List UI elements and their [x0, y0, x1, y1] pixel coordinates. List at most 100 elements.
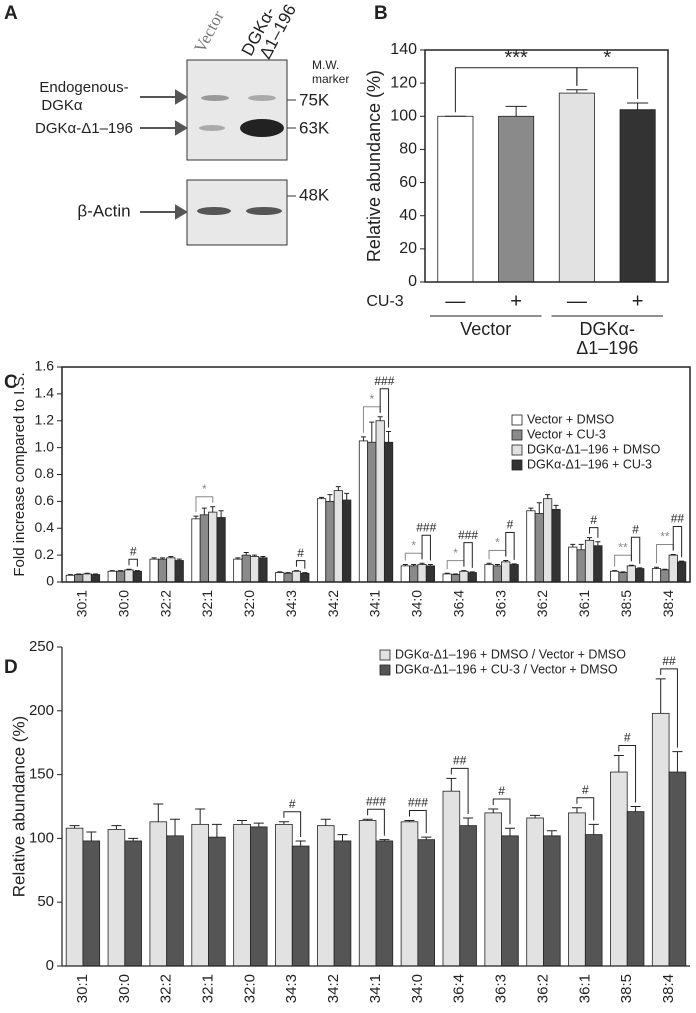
- bar: [619, 109, 656, 283]
- y-axis-label: Relative abundance (%): [364, 70, 384, 262]
- marker-label: 75K: [299, 90, 330, 109]
- bar: [107, 829, 126, 967]
- significance-bracket: [421, 534, 431, 561]
- x-tick-label: 30:1: [74, 974, 91, 1003]
- error-bar: [295, 840, 306, 847]
- panel-label: D: [4, 657, 18, 678]
- significance-bracket: [672, 525, 683, 558]
- bar: [107, 570, 117, 583]
- bar: [174, 560, 184, 583]
- bar: [417, 564, 427, 583]
- error-bar: [511, 563, 517, 565]
- x-tick-label: 36:4: [451, 974, 468, 1003]
- error-bar: [69, 825, 80, 829]
- bar: [166, 557, 176, 583]
- arrows: [140, 89, 188, 220]
- error-bar: [653, 566, 660, 569]
- bar: [610, 771, 628, 967]
- bar: [409, 565, 419, 583]
- significance-label: *: [369, 392, 374, 406]
- significance-label: ##: [671, 512, 685, 526]
- significance-bracket: [618, 744, 637, 803]
- significance-bracket: [614, 554, 632, 567]
- legend-label: Vector + CU-3: [527, 427, 606, 441]
- error-bar: [377, 416, 383, 421]
- error-bar: [427, 564, 433, 566]
- error-bar: [545, 494, 551, 499]
- bar: [65, 827, 84, 967]
- legend-swatch: [379, 649, 391, 661]
- error-bar: [446, 777, 457, 792]
- x-tick-label: 32:1: [199, 590, 215, 617]
- bar: [191, 518, 201, 583]
- bar: [526, 817, 544, 967]
- error-bar: [628, 564, 634, 566]
- legend-swatch: [511, 414, 523, 426]
- significance-bracket: [630, 536, 641, 564]
- y-axis-label: Fold increase compared to I.S.: [11, 372, 28, 576]
- significance-bracket: [454, 67, 578, 113]
- significance-label: #: [582, 783, 589, 797]
- error-bar: [237, 820, 248, 825]
- error-bar: [494, 564, 500, 566]
- y-tick-label: 120: [390, 74, 417, 91]
- significance-label: *: [603, 47, 611, 69]
- error-bar: [211, 823, 222, 838]
- bar: [484, 812, 502, 967]
- error-bar: [84, 572, 90, 574]
- bar: [593, 545, 603, 583]
- x-tick-label: 36:1: [576, 974, 593, 1003]
- bar: [551, 509, 561, 583]
- error-bar: [463, 817, 474, 826]
- bar: [300, 572, 310, 583]
- x-tick-label: 38:5: [618, 590, 634, 617]
- error-bar: [411, 564, 417, 566]
- significance-bracket: [295, 560, 306, 569]
- bar: [543, 498, 553, 583]
- bar: [149, 558, 159, 583]
- error-bar: [337, 834, 348, 841]
- significance-label: #: [507, 518, 514, 532]
- significance-label: #: [590, 513, 597, 527]
- bar: [333, 490, 343, 583]
- error-bar: [587, 537, 593, 541]
- error-bar: [118, 570, 124, 572]
- x-tick-label: 38:4: [660, 974, 677, 1003]
- legend-label: DGKα-Δ1–196 + CU-3: [527, 457, 652, 471]
- bar: [116, 570, 126, 583]
- error-bar: [546, 830, 557, 836]
- significance-label: **: [660, 530, 670, 544]
- bar: [651, 568, 662, 583]
- bar: [316, 825, 335, 967]
- significance-bracket: [463, 542, 473, 568]
- bar: [249, 826, 268, 967]
- error-bar: [679, 560, 685, 562]
- significance-label: ###: [408, 796, 428, 810]
- bar: [425, 565, 436, 583]
- x-tick-label: 36:2: [534, 590, 550, 617]
- error-bar: [504, 827, 515, 836]
- error-bar: [210, 506, 216, 513]
- significance-label: ##: [453, 754, 467, 768]
- marker-label: 48K: [299, 185, 330, 204]
- blot-band: [240, 119, 284, 137]
- plot-frame: [424, 49, 669, 283]
- bar: [65, 574, 75, 583]
- error-bar: [503, 560, 509, 562]
- error-bar: [86, 831, 97, 841]
- bar: [509, 564, 519, 583]
- band-label: DGKα-Δ1–196: [35, 120, 133, 137]
- bar: [442, 573, 452, 583]
- significance-label: #: [498, 784, 505, 798]
- blot-membrane: [186, 59, 288, 161]
- significance-bracket: [450, 767, 469, 814]
- error-bar: [536, 502, 542, 514]
- error-bar: [469, 571, 475, 573]
- error-bar: [126, 568, 132, 570]
- band-label: Endogenous-: [39, 79, 128, 96]
- error-bar: [419, 562, 425, 565]
- y-tick-label: 80: [399, 141, 417, 158]
- x-tick-label: 34:2: [325, 974, 342, 1003]
- x-tick-label: 34:0: [409, 590, 425, 617]
- legend-swatch: [511, 459, 523, 471]
